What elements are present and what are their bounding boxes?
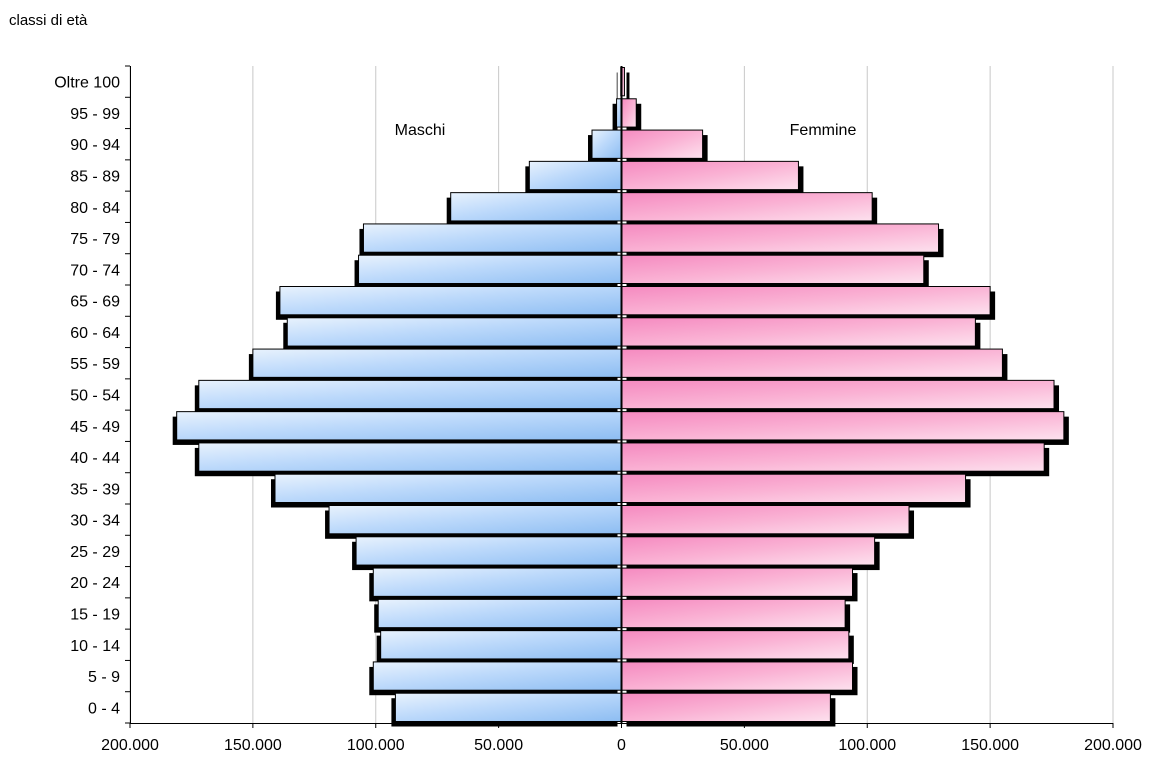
category-label-1: 5 - 9 (88, 669, 120, 686)
category-label-8: 40 - 44 (70, 450, 120, 467)
bar-maschi-10 (198, 379, 622, 410)
axes (125, 65, 1114, 728)
bar-femmine-14 (621, 254, 925, 284)
bar-femmine-16 (621, 192, 873, 222)
category-label-4: 20 - 24 (70, 575, 120, 592)
bar-shadow-maschi-20 (616, 72, 618, 101)
category-label-11: 55 - 59 (70, 356, 120, 373)
bar-femmine-13 (621, 286, 991, 316)
category-label-3: 15 - 19 (70, 607, 120, 624)
bar-femmine-15 (621, 223, 940, 253)
category-label-7: 35 - 39 (70, 481, 120, 498)
category-label-10: 50 - 54 (70, 388, 120, 405)
labels: 200.000 150.000 100.000 50.000 0 50.000 100.00… (54, 75, 1142, 754)
category-label-13: 65 - 69 (70, 294, 120, 311)
bar-maschi-17 (528, 160, 622, 191)
bar-maschi-5 (355, 536, 622, 566)
category-label-2: 10 - 14 (70, 638, 120, 655)
bars (176, 67, 1065, 723)
x-tick-label-5: 50.000 (720, 737, 769, 754)
x-tick-label-7: 150.000 (961, 737, 1019, 754)
bar-maschi-1 (372, 661, 623, 691)
category-label-0: 0 - 4 (88, 700, 120, 717)
bar-femmine-5 (621, 536, 876, 566)
bar-maschi-12 (286, 317, 622, 347)
category-label-17: 85 - 89 (70, 169, 120, 186)
bar-maschi-2 (380, 630, 623, 660)
bar-maschi-4 (372, 567, 623, 597)
x-tick-label-1: 150.000 (224, 737, 282, 754)
category-label-14: 70 - 74 (70, 262, 120, 279)
bar-femmine-2 (621, 630, 850, 660)
bar-femmine-0 (621, 692, 831, 723)
x-tick-label-3: 50.000 (474, 737, 523, 754)
bar-maschi-14 (358, 254, 622, 284)
bar-maschi-7 (274, 473, 622, 504)
bar-maschi-8 (198, 442, 622, 472)
x-tick-label-6: 100.000 (838, 737, 896, 754)
bar-maschi-18 (591, 129, 623, 159)
x-tick-label-0: 200.000 (101, 737, 159, 754)
bar-maschi-0 (394, 692, 622, 723)
chart-title: classi di età (9, 12, 88, 29)
bar-femmine-12 (621, 317, 976, 347)
bar-femmine-19 (621, 98, 637, 128)
series-label-femmine: Femmine (790, 122, 857, 139)
bar-maschi-11 (252, 348, 622, 378)
bar-shadow-maschi-19 (612, 103, 618, 133)
bar-femmine-10 (621, 379, 1055, 410)
category-label-12: 60 - 64 (70, 325, 120, 342)
category-label-20: Oltre 100 (54, 75, 120, 92)
x-tick-label-4: 0 (617, 737, 626, 754)
bar-maschi-6 (328, 505, 622, 535)
bar-femmine-1 (621, 661, 854, 691)
bar-femmine-8 (621, 442, 1045, 472)
bar-maschi-15 (362, 223, 622, 253)
bar-shadow-femmine-20 (626, 72, 630, 101)
category-label-5: 25 - 29 (70, 544, 120, 561)
category-label-9: 45 - 49 (70, 419, 120, 436)
bar-femmine-9 (621, 411, 1065, 441)
category-label-18: 90 - 94 (70, 137, 120, 154)
category-label-19: 95 - 99 (70, 106, 120, 123)
bar-maschi-13 (279, 286, 622, 316)
bar-femmine-3 (621, 598, 846, 629)
category-label-15: 75 - 79 (70, 231, 120, 248)
bar-maschi-16 (450, 192, 622, 222)
series-label-maschi: Maschi (395, 122, 446, 139)
bar-femmine-4 (621, 567, 854, 597)
category-label-16: 80 - 84 (70, 200, 120, 217)
x-tick-label-8: 200.000 (1084, 737, 1142, 754)
bar-femmine-17 (621, 160, 799, 191)
bar-femmine-7 (621, 473, 967, 504)
bar-maschi-3 (377, 598, 622, 629)
category-label-6: 30 - 34 (70, 513, 120, 530)
x-tick-label-2: 100.000 (347, 737, 405, 754)
bar-femmine-18 (621, 129, 704, 159)
bar-femmine-11 (621, 348, 1003, 378)
bar-maschi-9 (176, 411, 622, 441)
bar-femmine-6 (621, 505, 910, 535)
